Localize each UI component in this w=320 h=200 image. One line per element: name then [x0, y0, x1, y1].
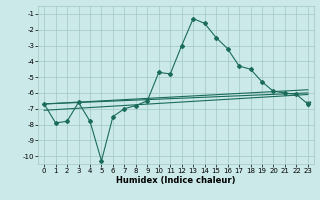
X-axis label: Humidex (Indice chaleur): Humidex (Indice chaleur)	[116, 176, 236, 185]
